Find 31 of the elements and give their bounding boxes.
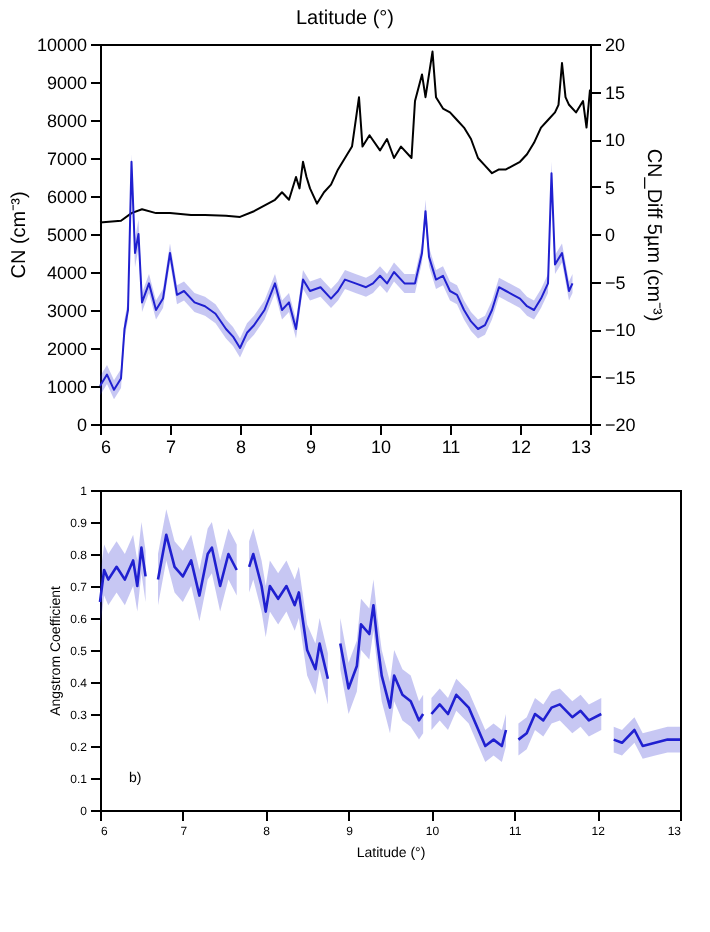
y-tick-label: 4000	[46, 263, 87, 283]
x-tick-label: 6	[101, 437, 112, 457]
y2-tick-label: −15	[605, 367, 636, 388]
y2-tick-label: 0	[605, 225, 616, 245]
x-tick-label: 8	[235, 437, 247, 457]
y2-axis-title: CN_Diff 5µm (cm⁻³)	[641, 148, 664, 322]
y2-tick-label: 10	[605, 130, 626, 150]
y-tick-label: 1000	[46, 377, 87, 397]
y2-tick-label: 5	[605, 177, 616, 198]
x-tick-label: 13	[570, 437, 591, 457]
chart-title: Latitude (°)	[295, 8, 395, 30]
y2-tick-label: −10	[605, 320, 636, 340]
y2-tick-label: 20	[605, 35, 626, 55]
y-tick-label: 10000	[36, 35, 87, 55]
y2-tick-label: −5	[605, 272, 626, 293]
y-tick-label: 9000	[46, 73, 87, 93]
y-tick-label: 2000	[46, 339, 87, 359]
x-tick-label: 7	[165, 437, 177, 457]
x-tick-label: 12	[510, 437, 532, 457]
y2-tick-label: −20	[605, 415, 636, 435]
y-tick-label: 6000	[46, 187, 87, 207]
y-tick-label: 7000	[46, 149, 87, 169]
x-tick-label: 9	[305, 437, 317, 457]
y2-tick-label: 15	[605, 82, 626, 103]
x-tick-label: 10	[370, 437, 392, 457]
y-axis-title: CN (cm⁻³)	[8, 191, 31, 279]
y-tick-label: 0	[76, 415, 87, 435]
y-tick-label: 3000	[46, 301, 87, 321]
y-tick-label: 8000	[46, 111, 87, 131]
x-tick-label: 11	[441, 437, 461, 457]
y-tick-label: 5000	[46, 225, 87, 245]
